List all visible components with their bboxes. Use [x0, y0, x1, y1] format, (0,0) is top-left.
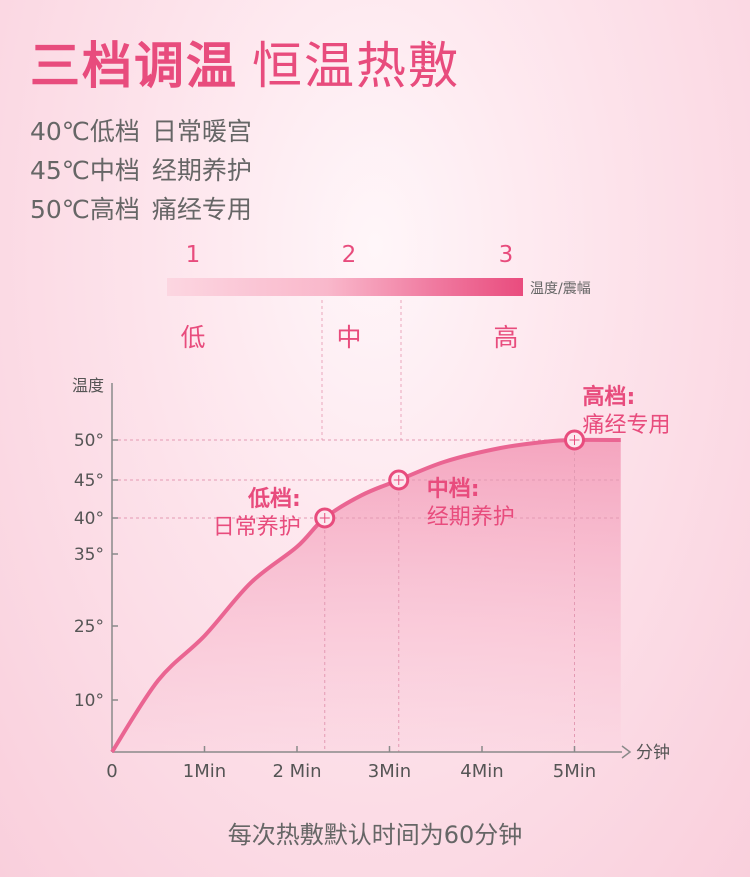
- temperature-curve: [110, 437, 621, 754]
- point-annotation-subtitle: 日常养护: [213, 515, 301, 540]
- level-bar-label: 温度/震幅: [530, 281, 591, 297]
- mode-item: 50℃高档 痛经专用: [30, 190, 252, 229]
- point-annotation-title: 低档:: [247, 487, 301, 512]
- x-axis-label: 分钟: [636, 743, 670, 763]
- y-tick-label: 35°: [74, 545, 104, 565]
- level-word-low: 低: [180, 323, 206, 352]
- y-tick-label: 10°: [74, 691, 104, 711]
- point-annotation-title: 中档:: [427, 477, 480, 502]
- x-axis-arrow-icon: [621, 745, 632, 759]
- level-word-mid: 中: [336, 323, 362, 352]
- x-tick-label: 4Min: [460, 761, 503, 782]
- y-tick-label: 40°: [74, 509, 104, 529]
- level-number-2: 2: [341, 242, 357, 268]
- y-axis-label: 温度: [72, 376, 104, 395]
- mode-desc: 痛经专用: [151, 195, 252, 224]
- point-annotation-subtitle: 痛经专用: [583, 413, 671, 438]
- point-annotation-title: 高档:: [583, 384, 636, 410]
- x-tick-label: 0: [106, 761, 117, 782]
- page-title: 三档调温 恒温热敷: [30, 36, 460, 96]
- x-tick-label: 5Min: [553, 761, 596, 782]
- level-gradient-bar: [167, 278, 523, 296]
- mode-temp: 45℃中档: [30, 156, 140, 185]
- x-tick-label: 1Min: [183, 761, 226, 782]
- y-tick-label: 45°: [74, 471, 104, 491]
- mode-item: 40℃低档 日常暖宫: [30, 112, 252, 151]
- mode-temp: 40℃低档: [30, 117, 140, 146]
- mode-temp: 50℃高档: [30, 195, 140, 224]
- mode-item: 45℃中档 经期养护: [30, 151, 252, 190]
- level-number-3: 3: [498, 242, 514, 268]
- level-number-1: 1: [185, 242, 201, 268]
- mode-desc: 日常暖宫: [151, 117, 252, 146]
- x-tick-label: 2 Min: [272, 761, 321, 782]
- y-tick-label: 50°: [74, 431, 104, 451]
- footer-note: 每次热敷默认时间为60分钟: [227, 821, 523, 849]
- y-tick-label: 25°: [74, 617, 104, 637]
- mode-desc: 经期养护: [151, 156, 252, 185]
- point-annotation-subtitle: 经期养护: [427, 505, 515, 530]
- title-bold: 三档调温: [30, 37, 238, 95]
- x-tick-label: 3Min: [368, 761, 411, 782]
- mode-list: 40℃低档 日常暖宫 45℃中档 经期养护 50℃高档 痛经专用: [30, 112, 252, 229]
- curve-area: [112, 439, 621, 752]
- title-light: 恒温热敷: [252, 37, 460, 95]
- level-word-high: 高: [493, 323, 519, 352]
